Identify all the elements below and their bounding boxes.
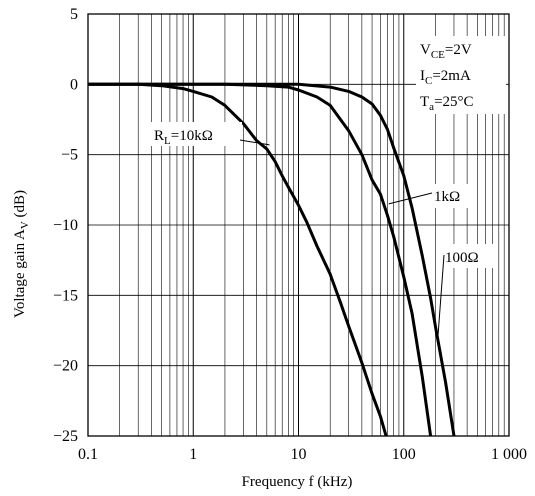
y-tick-label: −15	[53, 287, 78, 304]
y-tick-label: −5	[61, 147, 78, 164]
y-tick-label: −25	[53, 428, 78, 445]
condition-label: IC=2mA	[420, 68, 471, 87]
series-label-bg	[443, 244, 495, 268]
y-tick-label: 0	[70, 76, 78, 93]
conditions-box	[416, 36, 506, 114]
x-tick-label: 1	[189, 446, 197, 463]
condition-label: Ta=25°C	[420, 94, 474, 113]
x-tick-label: 1 000	[491, 446, 527, 463]
y-tick-label: −20	[53, 358, 78, 375]
series-line-0	[88, 82, 388, 437]
plot-frame	[87, 13, 510, 437]
x-tick-label: 100	[392, 446, 416, 463]
series-label-1k: 1kΩ	[434, 189, 460, 205]
series-label-bg	[150, 122, 242, 146]
y-tick-label: −10	[53, 217, 78, 234]
series-label-10k: RL=10kΩ	[154, 128, 213, 147]
tick-labels: 0.1 1 10 100 1 000 5 0 −5 −10 −15 −20 −25	[53, 6, 527, 463]
condition-label: VCE=2V	[420, 42, 472, 61]
x-tick-label: 0.1	[78, 446, 98, 463]
label-leader	[239, 139, 270, 146]
label-leader	[388, 192, 433, 205]
series-label-100: 100Ω	[445, 250, 479, 266]
curves	[88, 82, 456, 437]
label-leader	[437, 254, 445, 341]
x-tick-label: 10	[291, 446, 307, 463]
annotations: VCE=2V IC=2mA Ta=25°C RL=10kΩ 1kΩ 100Ω	[150, 36, 506, 341]
series-label-bg	[432, 184, 472, 208]
y-tick-label: 5	[70, 6, 78, 23]
series-line-2	[88, 82, 456, 437]
x-axis-label: Frequency f (kHz)	[242, 474, 353, 490]
y-axis-label: Voltage gain AV (dB)	[12, 190, 31, 318]
